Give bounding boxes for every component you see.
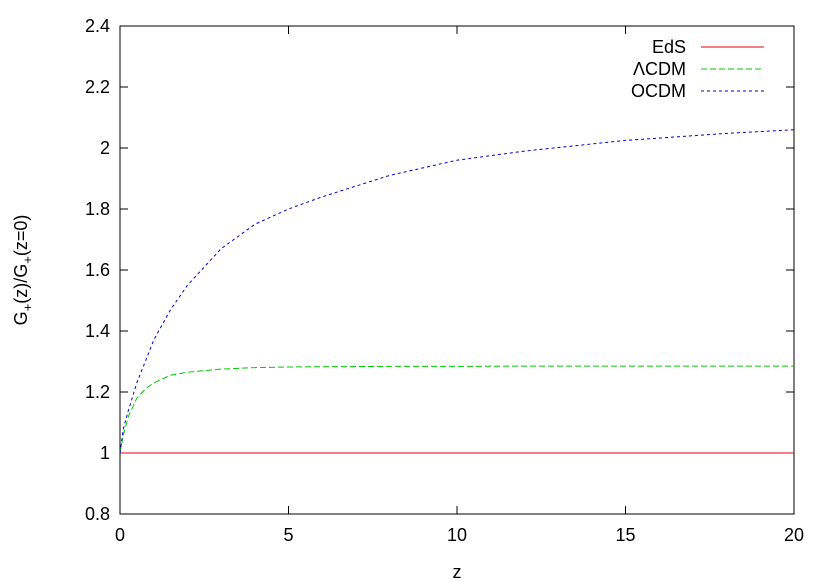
x-tick-label-3: 15 <box>615 525 635 545</box>
x-tick-label-2: 10 <box>447 525 467 545</box>
tick-labels: 0 5 10 15 20 0.8 1 1.2 1.4 1.6 1.8 2 2.2 2.4 <box>85 16 804 545</box>
y-title-g1: G <box>11 311 31 325</box>
y-title-sub1: + <box>20 304 35 312</box>
ticks <box>119 25 795 515</box>
x-axis-title: z <box>453 562 462 582</box>
y-tick-label-0: 0.8 <box>85 504 110 524</box>
y-tick-label-6: 2 <box>100 138 110 158</box>
y-tick-label-8: 2.4 <box>85 16 110 36</box>
y-tick-label-5: 1.8 <box>85 199 110 219</box>
y-tick-label-7: 2.2 <box>85 77 110 97</box>
series-line-cdm <box>119 365 794 454</box>
series-lines <box>119 129 795 454</box>
y-tick-label-4: 1.6 <box>85 260 110 280</box>
y-tick-label-1: 1 <box>100 443 110 463</box>
plot-frame <box>119 25 795 515</box>
x-tick-label-4: 20 <box>784 525 804 545</box>
x-tick-label-0: 0 <box>115 525 125 545</box>
y-title-sub2: + <box>20 256 35 264</box>
y-axis-title: G+(z)/G+(z=0) <box>11 215 35 326</box>
legend-label-2: OCDM <box>631 81 686 101</box>
y-tick-label-3: 1.4 <box>85 321 110 341</box>
y-title-mid: (z)/G <box>11 264 31 304</box>
series-line-ocdm <box>119 129 795 454</box>
legend-label-0: EdS <box>652 37 686 57</box>
y-title-tail: (z=0) <box>11 215 31 257</box>
y-tick-label-2: 1.2 <box>85 382 110 402</box>
x-tick-label-1: 5 <box>283 525 293 545</box>
legend-label-1: ΛCDM <box>633 59 686 79</box>
